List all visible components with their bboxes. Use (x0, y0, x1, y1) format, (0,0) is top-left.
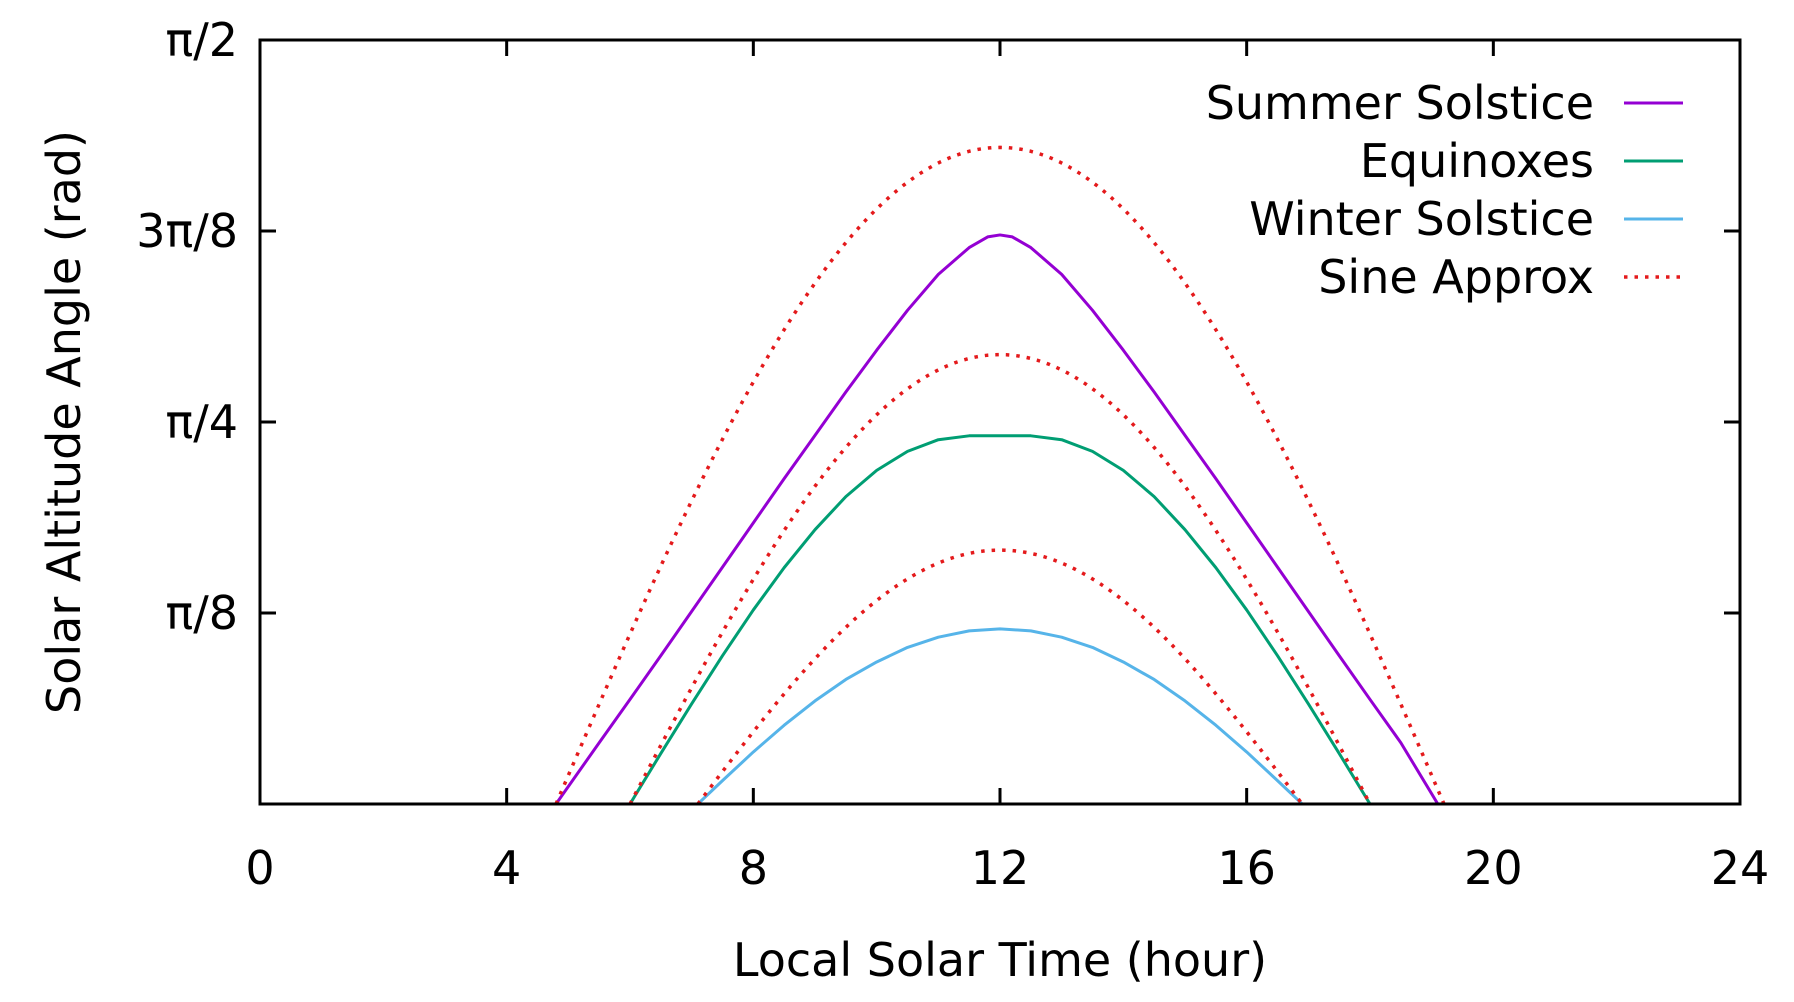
legend-label-winter-solstice: Winter Solstice (1249, 192, 1594, 246)
series-line-equinoxes (628, 434, 1372, 804)
x-tick-label-24: 24 (1711, 841, 1770, 895)
series-line-winter-solstice (696, 627, 1304, 804)
series-line-sine-approx-3 (696, 548, 1304, 804)
legend-item-winter-solstice: Winter Solstice (1249, 192, 1683, 246)
y-tick-label-1: π/8 (166, 586, 238, 640)
y-axis-label: Solar Altitude Angle (rad) (37, 130, 91, 714)
legend-item-sine-approx: Sine Approx (1318, 250, 1683, 304)
legend-label-sine-approx: Sine Approx (1318, 250, 1594, 304)
y-tick-label-3: 3π/8 (136, 204, 238, 258)
x-axis-label: Local Solar Time (hour) (733, 933, 1267, 987)
series-line-sine-approx-1 (554, 145, 1446, 804)
x-tick-label-0: 0 (245, 841, 274, 895)
legend-label-summer-solstice: Summer Solstice (1206, 76, 1594, 130)
x-tick-label-20: 20 (1464, 841, 1523, 895)
x-tick-label-8: 8 (739, 841, 768, 895)
legend-label-equinoxes: Equinoxes (1360, 134, 1594, 188)
x-tick-label-4: 4 (492, 841, 521, 895)
legend-item-equinoxes: Equinoxes (1360, 134, 1683, 188)
legend-item-summer-solstice: Summer Solstice (1206, 76, 1683, 130)
x-tick-label-16: 16 (1217, 841, 1276, 895)
x-tick-label-12: 12 (971, 841, 1030, 895)
y-tick-label-4: π/2 (166, 13, 238, 67)
series-line-sine-approx-2 (628, 352, 1372, 804)
y-tick-label-2: π/4 (166, 395, 238, 449)
series-line-summer-solstice (554, 233, 1440, 804)
axes: 0 4 8 12 16 20 24 π/8 π/4 3π/8 π/2 Local Solar Time… (37, 13, 1769, 987)
plot-area (554, 145, 1446, 804)
